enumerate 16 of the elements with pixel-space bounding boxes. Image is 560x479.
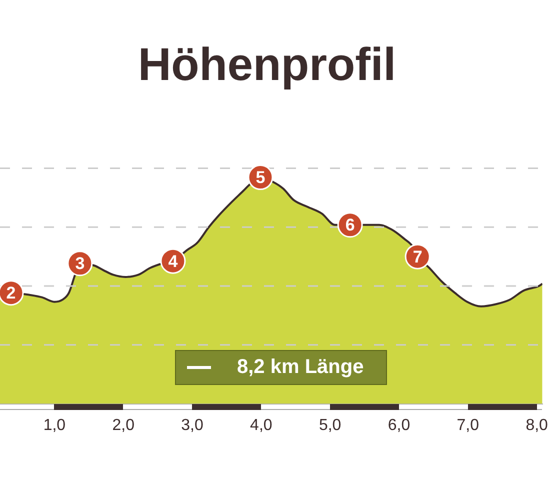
annotation: 6: [345, 216, 355, 235]
annotation: 3: [75, 254, 85, 274]
x-tick-label: 2,0: [112, 416, 135, 434]
x-tick-label: 5,0: [318, 416, 342, 434]
x-tick-label: 7,0: [456, 416, 480, 434]
x-tick-label: 8,0: [526, 416, 548, 434]
annotation: 7: [412, 247, 422, 266]
annotation: 2: [6, 284, 16, 303]
annotation: 4: [168, 252, 178, 271]
annotation: 5: [256, 168, 266, 187]
x-tick-label: 4,0: [250, 416, 272, 434]
chart-title: Höhenprofil: [136, 38, 398, 90]
x-tick-label: 3,0: [181, 416, 204, 434]
x-tick-label: 6,0: [388, 416, 410, 434]
annotation: 8,2 km Länge: [237, 356, 364, 379]
x-tick-label: 1,0: [43, 416, 66, 434]
